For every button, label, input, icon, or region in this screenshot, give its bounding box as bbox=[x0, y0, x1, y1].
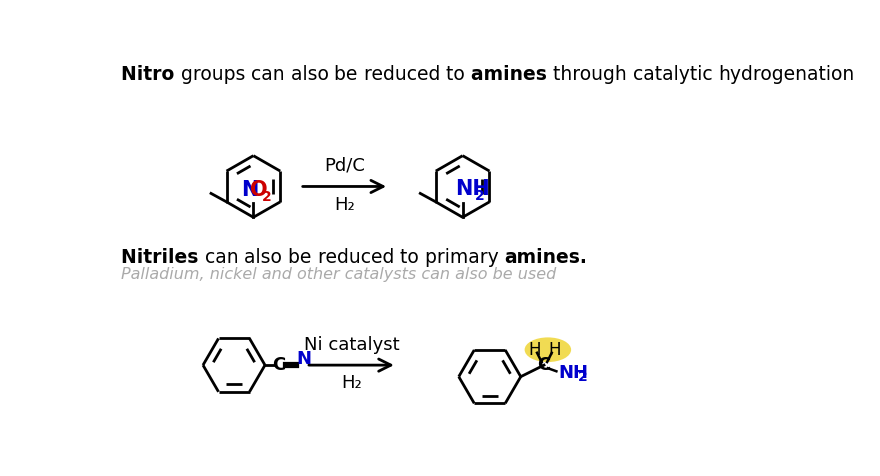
Text: H₂: H₂ bbox=[334, 196, 355, 214]
Text: 2: 2 bbox=[475, 188, 485, 203]
Text: H₂: H₂ bbox=[341, 374, 362, 392]
Text: 2: 2 bbox=[262, 190, 272, 204]
Text: 2: 2 bbox=[578, 370, 588, 384]
Text: C: C bbox=[538, 356, 551, 374]
Text: reduced: reduced bbox=[318, 248, 400, 267]
Text: groups: groups bbox=[180, 65, 251, 84]
Text: Palladium, nickel and other catalysts can also be used: Palladium, nickel and other catalysts ca… bbox=[121, 267, 556, 282]
Text: through: through bbox=[554, 65, 633, 84]
Text: amines: amines bbox=[471, 65, 554, 84]
Text: catalytic: catalytic bbox=[633, 65, 719, 84]
Text: NH: NH bbox=[455, 179, 489, 199]
Text: also: also bbox=[290, 65, 334, 84]
Text: amines.: amines. bbox=[504, 248, 587, 267]
Ellipse shape bbox=[524, 337, 571, 362]
Text: Nitro: Nitro bbox=[121, 65, 180, 84]
Text: O: O bbox=[250, 180, 268, 200]
Text: primary: primary bbox=[425, 248, 504, 267]
Text: C: C bbox=[272, 356, 286, 374]
Text: Nitriles: Nitriles bbox=[121, 248, 205, 267]
Text: be: be bbox=[334, 65, 363, 84]
Text: Ni catalyst: Ni catalyst bbox=[304, 336, 400, 354]
Text: can: can bbox=[205, 248, 245, 267]
Text: H: H bbox=[529, 341, 541, 359]
Text: H: H bbox=[548, 341, 561, 359]
Text: be: be bbox=[289, 248, 318, 267]
Text: also: also bbox=[245, 248, 289, 267]
Text: reduced: reduced bbox=[363, 65, 446, 84]
Text: N: N bbox=[297, 350, 312, 368]
Text: Pd/C: Pd/C bbox=[324, 157, 365, 175]
Text: to: to bbox=[446, 65, 471, 84]
Text: can: can bbox=[251, 65, 290, 84]
Text: N: N bbox=[241, 180, 259, 200]
Text: NH: NH bbox=[558, 364, 588, 382]
Text: to: to bbox=[400, 248, 425, 267]
Text: hydrogenation: hydrogenation bbox=[719, 65, 855, 84]
